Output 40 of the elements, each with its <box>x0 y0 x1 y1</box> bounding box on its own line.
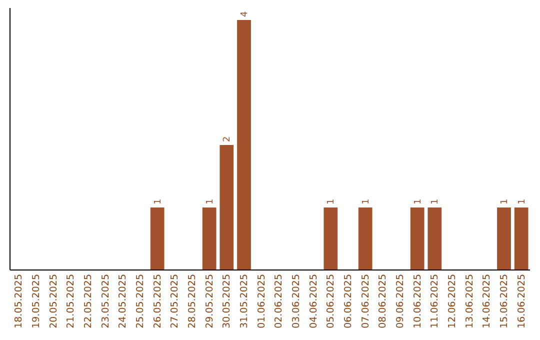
x-tick-label: 30.05.2025 <box>222 274 233 328</box>
x-tick-label: 11.06.2025 <box>430 274 441 328</box>
x-tick-label: 05.06.2025 <box>326 274 337 328</box>
x-tick-label: 19.05.2025 <box>31 274 42 328</box>
x-tick-label: 07.06.2025 <box>360 274 372 328</box>
data-label: 1 <box>430 198 441 204</box>
x-tick-label: 25.05.2025 <box>135 274 146 328</box>
x-tick-label: 12.06.2025 <box>447 274 458 328</box>
data-label: 2 <box>222 136 233 142</box>
x-tick-label: 24.05.2025 <box>118 274 129 328</box>
data-label: 4 <box>240 11 250 17</box>
data-label: 1 <box>205 198 216 204</box>
x-tick-label: 21.05.2025 <box>66 274 77 328</box>
data-label: 1 <box>413 198 424 204</box>
x-tick-label: 26.05.2025 <box>152 274 164 328</box>
data-label: 1 <box>500 198 510 204</box>
data-label: 1 <box>153 198 164 204</box>
x-tick-label: 20.05.2025 <box>48 274 60 328</box>
x-tick-label: 13.06.2025 <box>464 274 476 328</box>
x-tick-label: 08.06.2025 <box>378 274 389 328</box>
x-tick-label: 09.06.2025 <box>395 274 406 328</box>
x-tick-label: 29.05.2025 <box>204 274 216 328</box>
x-tick-label: 27.05.2025 <box>170 274 181 328</box>
x-tick-label: 16.06.2025 <box>516 274 528 328</box>
x-tick-label: 15.06.2025 <box>499 274 510 328</box>
x-tick-label: 06.06.2025 <box>343 274 354 328</box>
x-tick-label: 02.06.2025 <box>274 274 285 328</box>
x-tick-label: 22.05.2025 <box>83 274 94 328</box>
x-tick-label: 14.06.2025 <box>482 274 493 328</box>
x-tick-label: 18.05.2025 <box>14 274 25 328</box>
data-label: 1 <box>361 198 372 204</box>
x-tick-label: 28.05.2025 <box>187 274 198 328</box>
x-tick-label: 04.06.2025 <box>308 274 320 328</box>
x-tick-label: 10.06.2025 <box>412 274 424 328</box>
x-tick-label: 03.06.2025 <box>291 274 302 328</box>
x-tick-label: 23.05.2025 <box>100 274 112 328</box>
x-tick-label: 01.06.2025 <box>256 274 268 328</box>
data-label: 1 <box>326 198 337 204</box>
data-label: 1 <box>517 198 528 204</box>
x-tick-label: 31.05.2025 <box>239 274 250 328</box>
